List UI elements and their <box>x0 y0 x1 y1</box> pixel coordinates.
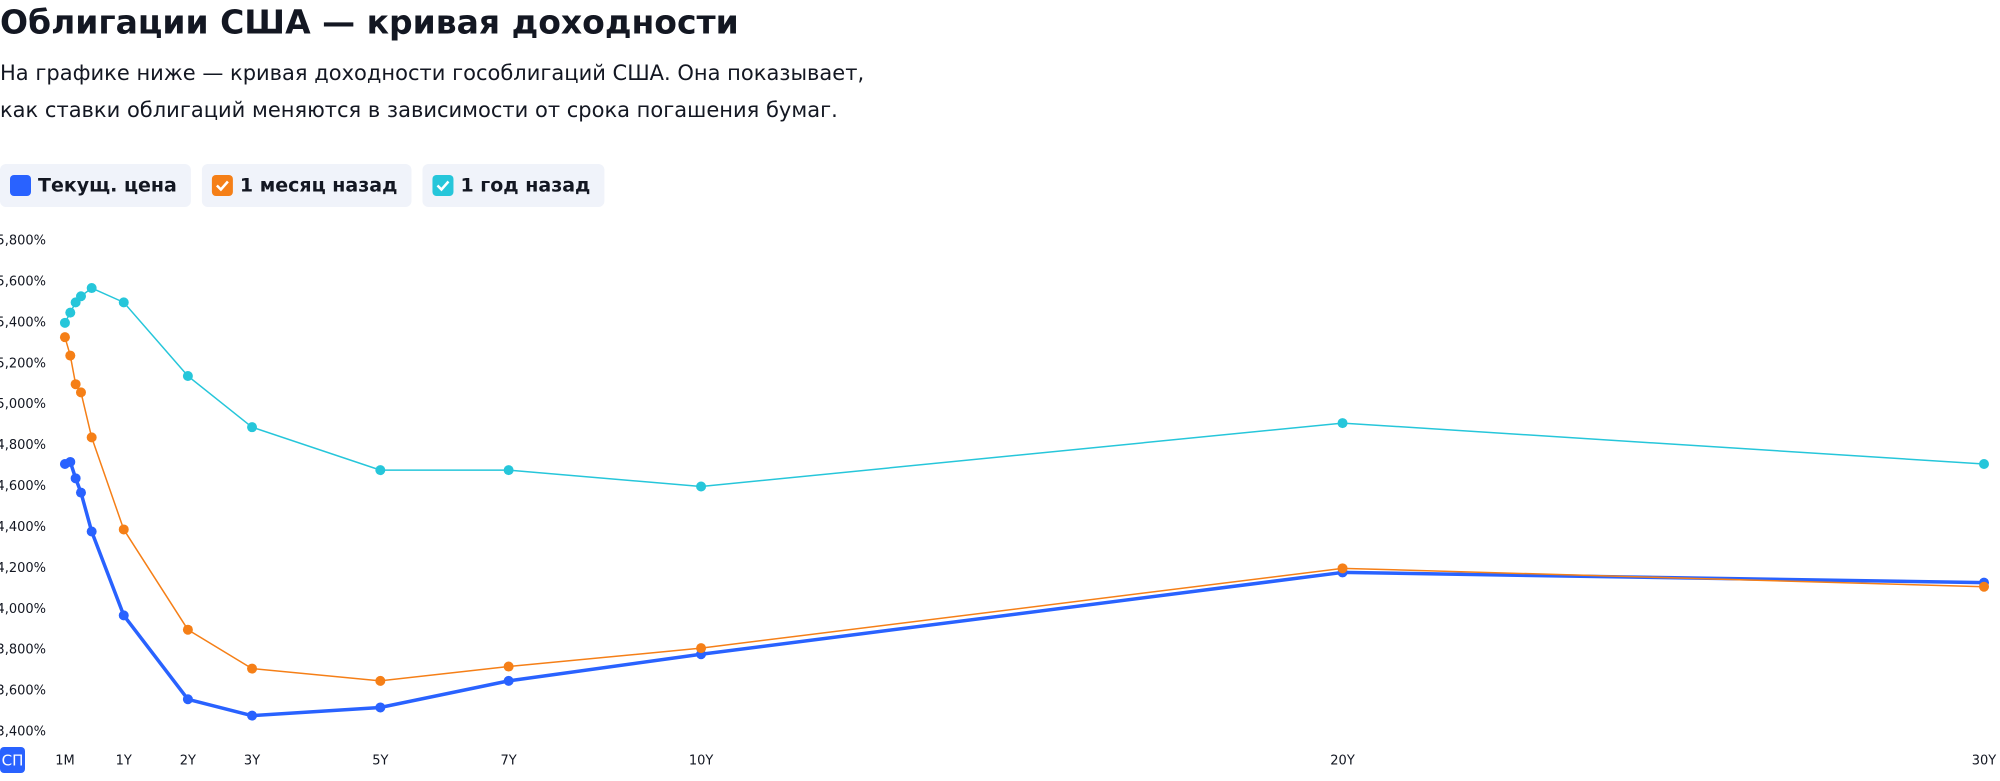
data-point <box>1979 581 1989 592</box>
y-tick-label: 4,600% <box>0 479 46 494</box>
data-point <box>503 661 514 672</box>
data-point <box>375 702 386 713</box>
spread-button[interactable]: СП <box>0 747 25 773</box>
legend-button[interactable]: 1 месяц назад <box>201 164 412 207</box>
data-point <box>696 643 707 654</box>
data-point <box>375 465 386 476</box>
legend-button-bg[interactable] <box>422 164 605 207</box>
data-point <box>70 379 81 390</box>
legend-label[interactable]: 1 год назад <box>460 175 590 197</box>
y-tick-label: 3,400% <box>0 725 46 740</box>
x-tick-label: 10Y <box>689 754 714 769</box>
data-point <box>1979 458 1989 469</box>
data-point <box>65 456 76 467</box>
y-tick-label: 5,400% <box>0 315 46 330</box>
y-tick-label: 5,600% <box>0 274 46 289</box>
x-tick-label: 30Y <box>1972 754 1997 769</box>
data-point <box>182 371 193 382</box>
legend-label[interactable]: 1 месяц назад <box>240 175 398 197</box>
data-point <box>65 307 76 318</box>
x-tick-label: 20Y <box>1330 754 1355 769</box>
legend-button[interactable]: 1 год назад <box>422 164 605 207</box>
data-point <box>59 332 70 343</box>
legend-checkbox[interactable] <box>432 175 454 196</box>
y-tick-label: 3,800% <box>0 643 46 658</box>
series-line <box>64 336 1985 682</box>
legend-label[interactable]: Текущ. цена <box>38 175 177 197</box>
x-tick-label: 3Y <box>244 754 260 769</box>
y-tick-label: 4,000% <box>0 602 46 617</box>
data-point <box>182 694 193 705</box>
legend-checkbox[interactable] <box>10 175 31 196</box>
y-tick-label: 4,400% <box>0 520 46 535</box>
data-point <box>65 350 76 361</box>
description-line: как ставки облигаций меняются в зависимо… <box>0 98 838 122</box>
y-tick-label: 4,200% <box>0 561 46 576</box>
x-tick-label: 1Y <box>116 754 132 769</box>
series-line <box>64 287 1985 488</box>
check-icon[interactable] <box>436 180 450 192</box>
data-point <box>1337 418 1348 429</box>
data-point <box>70 473 81 484</box>
data-point <box>118 524 129 535</box>
data-point <box>182 624 193 635</box>
data-point <box>118 610 129 621</box>
data-point <box>75 387 86 398</box>
spread-button-bg[interactable] <box>0 747 25 773</box>
data-point <box>1337 563 1348 574</box>
data-point <box>503 675 514 686</box>
legend-button-bg[interactable] <box>0 164 191 207</box>
data-point <box>247 422 258 433</box>
x-tick-label: 1M <box>55 754 75 769</box>
page-title: Облигации США — кривая доходности <box>0 3 739 42</box>
check-icon[interactable] <box>216 180 229 192</box>
legend-checkbox[interactable] <box>211 175 233 196</box>
data-point <box>247 710 258 721</box>
data-point <box>86 526 97 537</box>
y-tick-label: 5,200% <box>0 356 46 371</box>
y-tick-label: 3,600% <box>0 684 46 699</box>
data-point <box>75 487 86 498</box>
spread-button-label[interactable]: СП <box>2 752 24 770</box>
data-point <box>59 317 70 328</box>
description-line: На графике ниже — кривая доходности госо… <box>0 61 864 85</box>
data-point <box>375 675 386 686</box>
data-point <box>247 663 258 674</box>
x-tick-label: 7Y <box>501 754 517 769</box>
y-tick-label: 5,800% <box>0 234 46 249</box>
y-tick-label: 4,800% <box>0 438 46 453</box>
data-point <box>118 297 129 308</box>
data-point <box>696 481 707 492</box>
x-tick-label: 5Y <box>372 754 388 769</box>
legend-button-bg[interactable] <box>201 164 412 207</box>
y-tick-label: 5,000% <box>0 397 46 412</box>
data-point <box>75 291 86 302</box>
x-tick-label: 2Y <box>180 754 196 769</box>
data-point <box>86 432 97 443</box>
data-point <box>503 465 514 476</box>
legend-button[interactable]: Текущ. цена <box>0 164 191 207</box>
data-point <box>86 283 97 294</box>
